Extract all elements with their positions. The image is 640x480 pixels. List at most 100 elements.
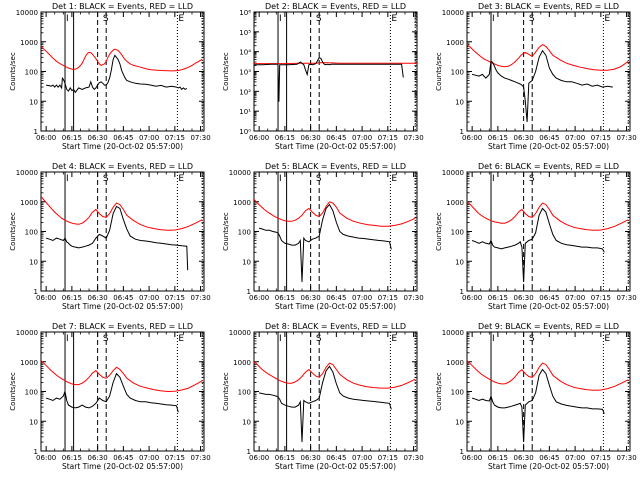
y-axis-title: Counts/sec <box>9 372 17 411</box>
marker-label: I <box>492 334 495 344</box>
x-tick-label: 07:00 <box>352 454 372 462</box>
y-tick-label: 10 <box>29 418 38 426</box>
x-tick-label: 06:30 <box>301 294 321 302</box>
series-lld-line <box>254 62 417 65</box>
marker-label: S <box>316 14 322 24</box>
y-tick-label: 100 <box>238 229 251 237</box>
marker-label: E <box>604 174 610 184</box>
x-axis-title: Start Time (20-Oct-02 05:57:00) <box>488 142 609 151</box>
x-tick-label: 06:30 <box>301 454 321 462</box>
y-tick-label: 10³ <box>239 69 251 77</box>
x-tick-label: 06:15 <box>488 454 508 462</box>
y-axis-title: Counts/sec <box>222 212 230 251</box>
x-axis-title: Start Time (20-Oct-02 05:57:00) <box>62 462 183 471</box>
x-tick-label: 06:45 <box>539 454 559 462</box>
x-axis-title: Start Time (20-Oct-02 05:57:00) <box>62 302 183 311</box>
x-axis-title: Start Time (20-Oct-02 05:57:00) <box>275 302 396 311</box>
panel-det-9: 1 10 100 1000 10000 06:00 06:15 06:30 06:45 07:00… <box>435 322 637 471</box>
series-events-line <box>471 368 605 443</box>
marker-label: I <box>492 174 495 184</box>
event-markers <box>490 12 629 131</box>
series-events-line <box>258 203 392 283</box>
y-tick-label: 10¹ <box>239 108 251 116</box>
x-axis-title: Start Time (20-Oct-02 05:57:00) <box>62 142 183 151</box>
x-tick-label: 07:30 <box>190 294 210 302</box>
panel-title: Det 6: BLACK = Events, RED = LLD <box>478 162 619 171</box>
x-tick-label: 07:15 <box>165 294 185 302</box>
series-lld-line <box>467 360 629 391</box>
y-tick-label: 10000 <box>442 9 464 17</box>
x-tick-label: 06:00 <box>36 294 56 302</box>
x-tick-label: 06:15 <box>488 294 508 302</box>
x-tick-label: 07:00 <box>352 294 372 302</box>
series-lld-line <box>467 201 629 231</box>
panel-title: Det 1: BLACK = Events, RED = LLD <box>52 2 193 11</box>
x-tick-label: 06:00 <box>249 294 269 302</box>
x-tick-label: 07:15 <box>591 134 611 142</box>
y-tick-label: 1000 <box>446 359 464 367</box>
panel-det-8: 1 10 100 1000 10000 06:00 06:15 06:30 06:45 07:00… <box>222 322 424 471</box>
series-events-line <box>259 365 392 443</box>
y-tick-label: 100 <box>25 389 38 397</box>
x-tick-label: 06:30 <box>514 294 534 302</box>
y-tick-label: 1000 <box>20 39 38 47</box>
y-tick-label: 10 <box>455 418 464 426</box>
panel-det-7: 1 10 100 1000 10000 06:00 06:15 06:30 06:45 07:00… <box>9 322 211 471</box>
marker-label: S <box>529 174 535 184</box>
marker-label: S <box>103 174 109 184</box>
x-tick-label: 06:45 <box>539 294 559 302</box>
y-tick-label: 100 <box>25 69 38 77</box>
series-lld-line <box>467 44 629 71</box>
x-tick-label: 07:00 <box>565 454 585 462</box>
y-tick-label: 100 <box>451 69 464 77</box>
marker-label: E <box>178 334 184 344</box>
panel-det-2: 10⁰ 10¹ 10² 10³ 10⁴ 10⁵ 10⁶ 06:00 06:15 06:30 06:4… <box>222 2 424 151</box>
x-tick-label: 06:30 <box>514 134 534 142</box>
y-tick-label: 1 <box>34 128 38 136</box>
x-axis-title: Start Time (20-Oct-02 05:57:00) <box>488 302 609 311</box>
y-tick-label: 10 <box>455 98 464 106</box>
x-tick-label: 07:15 <box>591 294 611 302</box>
marker-label: I <box>279 14 282 24</box>
panel-det-1: 1 10 100 1000 10000 06:00 06:15 06:30 06:45 07:00… <box>9 2 211 151</box>
series-lld-line <box>41 46 203 72</box>
x-tick-label: 06:00 <box>462 134 482 142</box>
y-axis-title: Counts/sec <box>435 52 443 91</box>
x-tick-label: 07:15 <box>378 134 398 142</box>
y-tick-label: 1000 <box>20 199 38 207</box>
y-tick-label: 1 <box>460 448 464 456</box>
y-tick-label: 10000 <box>442 169 464 177</box>
x-tick-label: 07:00 <box>139 134 159 142</box>
marker-label: E <box>178 14 184 24</box>
series-events-line <box>45 205 189 271</box>
x-tick-label: 06:00 <box>249 134 269 142</box>
x-tick-label: 07:15 <box>378 454 398 462</box>
panel-title: Det 9: BLACK = Events, RED = LLD <box>478 322 619 331</box>
y-tick-label: 10000 <box>229 169 251 177</box>
x-tick-label: 06:15 <box>275 454 295 462</box>
panel-title: Det 2: BLACK = Events, RED = LLD <box>265 2 406 11</box>
marker-label: S <box>316 174 322 184</box>
panel-title: Det 4: BLACK = Events, RED = LLD <box>52 162 193 171</box>
panel-title: Det 8: BLACK = Events, RED = LLD <box>265 322 406 331</box>
x-tick-label: 06:00 <box>462 294 482 302</box>
y-tick-label: 1 <box>460 288 464 296</box>
y-tick-label: 10 <box>242 418 251 426</box>
x-axis-title: Start Time (20-Oct-02 05:57:00) <box>275 462 396 471</box>
y-tick-label: 1 <box>247 288 251 296</box>
x-tick-label: 06:45 <box>326 454 346 462</box>
x-tick-label: 06:00 <box>36 454 56 462</box>
marker-label: E <box>604 14 610 24</box>
y-tick-label: 1 <box>247 448 251 456</box>
y-tick-label: 100 <box>451 389 464 397</box>
x-tick-label: 06:00 <box>462 454 482 462</box>
y-tick-label: 1 <box>460 128 464 136</box>
event-markers <box>277 332 416 451</box>
y-tick-label: 10000 <box>16 169 38 177</box>
x-tick-label: 07:30 <box>616 454 636 462</box>
x-tick-label: 06:30 <box>88 134 108 142</box>
x-tick-label: 06:30 <box>88 454 108 462</box>
marker-label: S <box>103 14 109 24</box>
